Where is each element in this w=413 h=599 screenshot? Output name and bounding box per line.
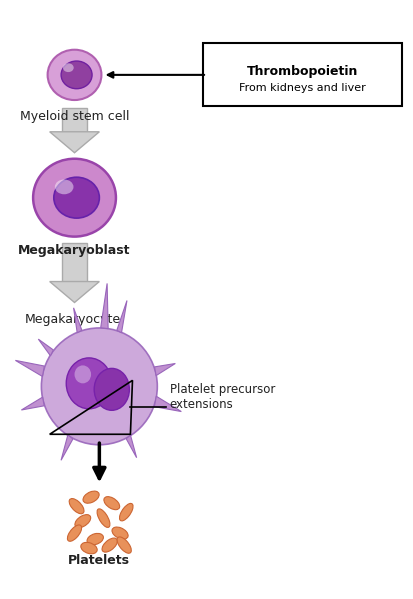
Ellipse shape	[41, 328, 157, 444]
Ellipse shape	[67, 525, 81, 541]
Polygon shape	[126, 435, 136, 458]
FancyBboxPatch shape	[202, 44, 401, 107]
Ellipse shape	[33, 159, 116, 237]
Polygon shape	[50, 282, 99, 302]
Ellipse shape	[74, 365, 91, 383]
Polygon shape	[154, 397, 181, 412]
Ellipse shape	[83, 491, 99, 503]
Ellipse shape	[61, 61, 92, 89]
Text: Myeloid stem cell: Myeloid stem cell	[20, 110, 129, 123]
Ellipse shape	[54, 177, 99, 218]
Ellipse shape	[69, 498, 84, 514]
Polygon shape	[15, 361, 44, 376]
Ellipse shape	[81, 542, 97, 554]
Text: Platelets: Platelets	[68, 554, 130, 567]
Ellipse shape	[75, 515, 90, 528]
Text: From kidneys and liver: From kidneys and liver	[238, 83, 365, 93]
Bar	[62, 108, 87, 132]
Text: Megakaryoblast: Megakaryoblast	[18, 244, 131, 258]
Text: Megakaryocyte: Megakaryocyte	[25, 313, 121, 326]
Ellipse shape	[66, 358, 112, 409]
Text: Thrombopoietin: Thrombopoietin	[246, 65, 357, 78]
Ellipse shape	[63, 63, 74, 72]
Polygon shape	[74, 308, 82, 332]
Polygon shape	[21, 397, 44, 410]
Polygon shape	[100, 283, 108, 329]
Ellipse shape	[97, 509, 110, 528]
Text: Platelet precursor
extensions: Platelet precursor extensions	[169, 383, 275, 411]
Ellipse shape	[47, 50, 101, 100]
Polygon shape	[50, 132, 99, 153]
Polygon shape	[38, 339, 53, 356]
Ellipse shape	[102, 538, 117, 552]
Ellipse shape	[112, 527, 128, 539]
Ellipse shape	[119, 503, 133, 521]
Bar	[62, 243, 87, 282]
Ellipse shape	[87, 533, 103, 545]
Polygon shape	[154, 364, 175, 376]
Polygon shape	[61, 435, 73, 460]
Ellipse shape	[55, 180, 74, 194]
Polygon shape	[116, 301, 127, 332]
Ellipse shape	[117, 537, 131, 553]
Ellipse shape	[104, 497, 119, 510]
Ellipse shape	[94, 368, 129, 410]
